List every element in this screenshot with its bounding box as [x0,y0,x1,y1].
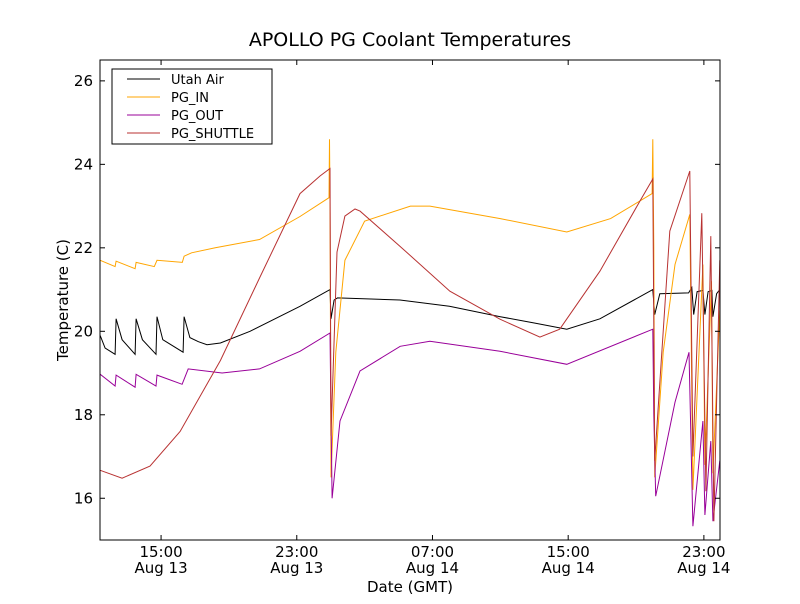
y-tick-label: 16 [74,489,93,507]
legend-label: PG_OUT [171,109,223,124]
x-axis-label: Date (GMT) [367,578,453,596]
legend-label: PG_IN [171,91,209,106]
legend-label: PG_SHUTTLE [171,127,254,142]
x-tick-label-date: Aug 14 [542,559,595,577]
legend: Utah Air PG_IN PG_OUT PG_SHUTTLE [111,68,273,145]
legend-box [111,68,273,145]
x-tick-label-time: 23:00 [682,543,725,561]
x-tick-label-time: 07:00 [411,543,454,561]
series-layer [100,139,720,527]
x-tick-label-date: Aug 13 [270,559,323,577]
x-tick-label-time: 23:00 [275,543,318,561]
legend-label: Utah Air [171,73,224,88]
chart-title: APOLLO PG Coolant Temperatures [249,29,571,51]
series-line-pg-shuttle [100,167,720,522]
series-line-pg-in [100,139,720,490]
x-tick-label-date: Aug 13 [134,559,187,577]
y-tick-label: 20 [74,322,93,340]
x-tick-label-time: 15:00 [547,543,590,561]
plot-frame [99,59,721,541]
y-axis: 16 18 20 22 24 26 [74,72,720,507]
series-line-utah-air [100,285,720,356]
x-tick-label-date: Aug 14 [406,559,459,577]
x-tick-label-date: Aug 14 [677,559,730,577]
y-tick-label: 18 [74,406,93,424]
y-axis-label: Temperature (C) [54,239,72,362]
y-tick-label: 22 [74,239,93,257]
series-line-pg-out [100,328,720,527]
x-tick-label-time: 15:00 [139,543,182,561]
y-tick-label: 24 [74,155,93,173]
y-tick-label: 26 [74,72,93,90]
